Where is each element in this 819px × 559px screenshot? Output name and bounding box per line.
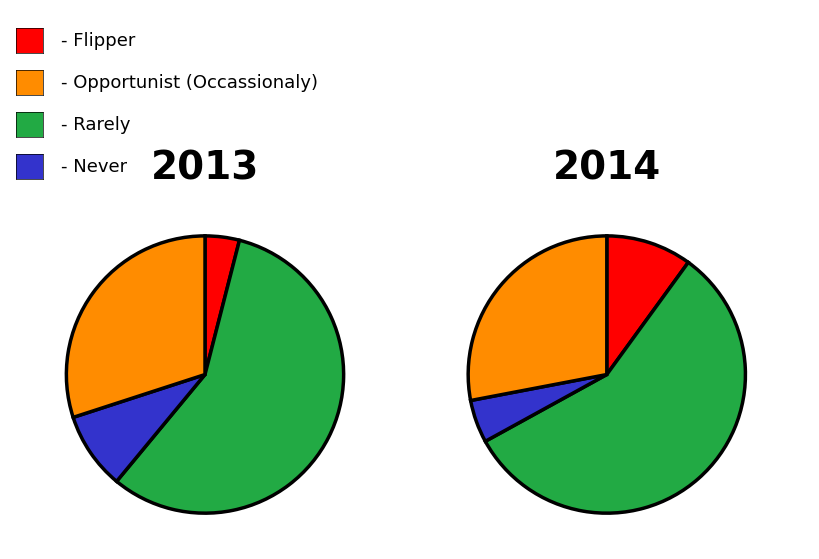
Wedge shape xyxy=(468,236,606,400)
Text: - Rarely: - Rarely xyxy=(61,116,131,134)
Wedge shape xyxy=(470,375,606,441)
Wedge shape xyxy=(606,236,687,375)
Wedge shape xyxy=(73,375,205,481)
Wedge shape xyxy=(66,236,205,418)
Title: 2013: 2013 xyxy=(151,149,259,187)
Title: 2014: 2014 xyxy=(552,149,660,187)
Text: - Opportunist (Occassionaly): - Opportunist (Occassionaly) xyxy=(61,74,318,92)
Wedge shape xyxy=(485,262,744,513)
Text: - Never: - Never xyxy=(61,158,128,176)
Text: - Flipper: - Flipper xyxy=(61,32,136,50)
Wedge shape xyxy=(205,236,239,375)
Wedge shape xyxy=(116,240,343,513)
